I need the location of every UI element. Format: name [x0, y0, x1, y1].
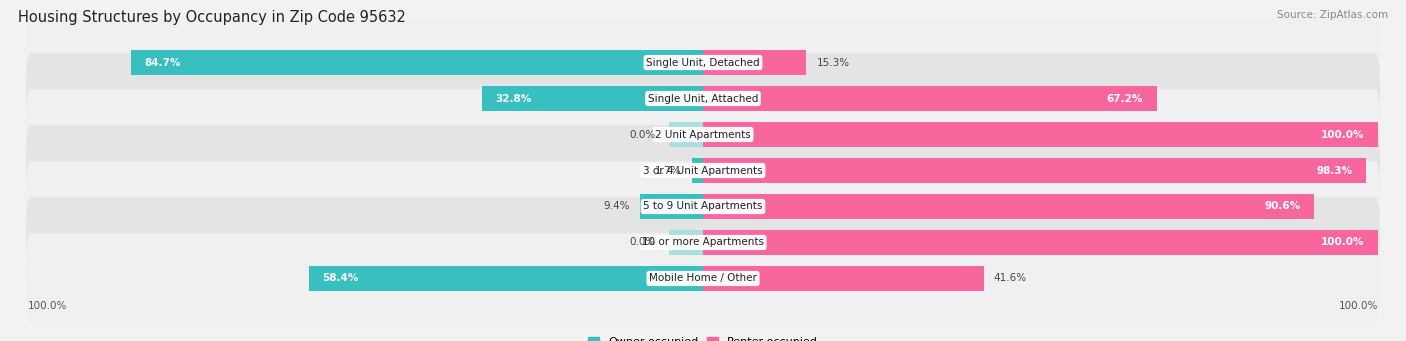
Text: 1.7%: 1.7%	[655, 165, 682, 176]
Bar	[692, 158, 703, 183]
Bar	[669, 229, 703, 255]
FancyBboxPatch shape	[27, 17, 1379, 108]
Text: 0.0%: 0.0%	[630, 237, 655, 248]
Text: 32.8%: 32.8%	[495, 93, 531, 104]
Bar	[703, 49, 806, 75]
Text: 3 or 4 Unit Apartments: 3 or 4 Unit Apartments	[643, 165, 763, 176]
Bar	[703, 158, 1367, 183]
FancyBboxPatch shape	[27, 233, 1379, 324]
Text: 58.4%: 58.4%	[322, 273, 359, 283]
FancyBboxPatch shape	[27, 53, 1379, 144]
Bar	[640, 194, 703, 220]
Text: 41.6%: 41.6%	[994, 273, 1026, 283]
Text: 98.3%: 98.3%	[1317, 165, 1353, 176]
Text: Mobile Home / Other: Mobile Home / Other	[650, 273, 756, 283]
Text: 100.0%: 100.0%	[1339, 301, 1378, 311]
Text: 84.7%: 84.7%	[145, 58, 181, 68]
Text: 2 Unit Apartments: 2 Unit Apartments	[655, 130, 751, 139]
Text: 9.4%: 9.4%	[603, 202, 630, 211]
Text: 5 to 9 Unit Apartments: 5 to 9 Unit Apartments	[644, 202, 762, 211]
Bar	[482, 86, 703, 112]
Text: 100.0%: 100.0%	[28, 301, 67, 311]
Text: 10 or more Apartments: 10 or more Apartments	[643, 237, 763, 248]
Bar	[131, 49, 703, 75]
Text: Source: ZipAtlas.com: Source: ZipAtlas.com	[1277, 10, 1388, 20]
Text: 0.0%: 0.0%	[630, 130, 655, 139]
Bar	[669, 121, 703, 147]
Text: Housing Structures by Occupancy in Zip Code 95632: Housing Structures by Occupancy in Zip C…	[18, 10, 406, 25]
Text: 67.2%: 67.2%	[1107, 93, 1143, 104]
Text: 100.0%: 100.0%	[1320, 130, 1364, 139]
Text: Single Unit, Detached: Single Unit, Detached	[647, 58, 759, 68]
Bar	[703, 121, 1378, 147]
Text: 90.6%: 90.6%	[1265, 202, 1301, 211]
Text: 15.3%: 15.3%	[817, 58, 849, 68]
Legend: Owner-occupied, Renter-occupied: Owner-occupied, Renter-occupied	[583, 332, 823, 341]
FancyBboxPatch shape	[27, 125, 1379, 216]
Bar	[309, 266, 703, 292]
Bar	[703, 229, 1378, 255]
Bar	[703, 86, 1157, 112]
Text: Single Unit, Attached: Single Unit, Attached	[648, 93, 758, 104]
Bar	[703, 266, 984, 292]
FancyBboxPatch shape	[27, 89, 1379, 180]
FancyBboxPatch shape	[27, 197, 1379, 288]
FancyBboxPatch shape	[27, 161, 1379, 252]
Text: 100.0%: 100.0%	[1320, 237, 1364, 248]
Bar	[703, 194, 1315, 220]
